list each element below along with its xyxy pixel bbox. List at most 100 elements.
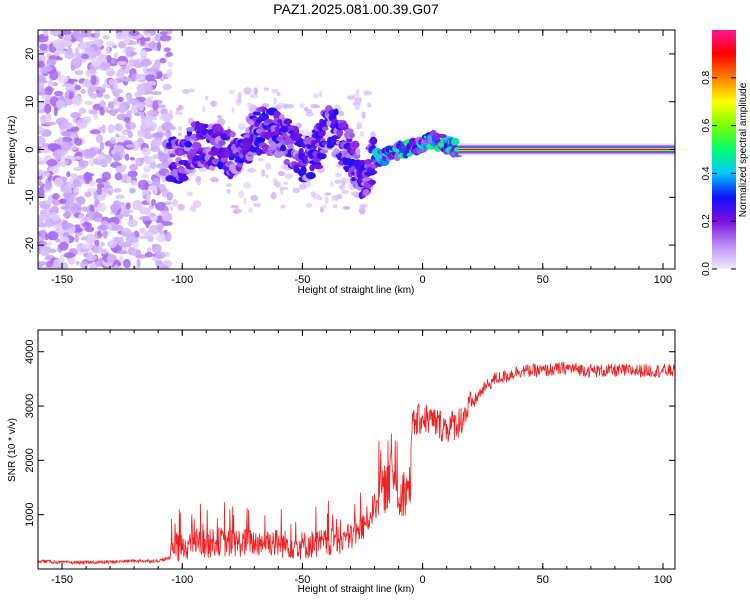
spectrogram-noise-blob — [114, 123, 124, 132]
spectrogram-noise-blob — [119, 150, 126, 159]
spectrogram-ylabel: Frequency (Hz) — [7, 116, 18, 185]
spectrogram-noise-blob — [188, 88, 195, 93]
spectrogram-noise-blob — [96, 202, 107, 212]
spectrogram-noise-blob — [126, 46, 132, 56]
spectrogram-ridge-blob — [300, 166, 307, 175]
spectrogram-noise-blob — [107, 187, 114, 192]
spectrogram-noise-blob — [38, 91, 47, 96]
spectrogram-noise-blob — [147, 235, 155, 243]
spectrogram-noise-blob — [155, 201, 167, 211]
snr-xlabel: Height of straight line (km) — [298, 584, 415, 595]
spectrogram-noise-blob — [68, 91, 74, 100]
spectrogram-noise-blob — [155, 234, 168, 243]
snr-xtick-label: 0 — [420, 574, 426, 586]
spectrogram-noise-blob — [127, 236, 139, 243]
spectrogram-ridge-blob — [362, 188, 370, 196]
spectrogram-noise-blob — [61, 83, 73, 88]
spectrogram-noise-blob — [78, 33, 87, 38]
colorbar: 0.0 0.2 0.4 0.6 0.8 Normalized spectral ampl… — [701, 30, 749, 276]
spectrogram-noise-blob — [71, 203, 82, 208]
spectrogram-noise-blob — [114, 172, 123, 181]
spectrogram-noise-blob — [284, 173, 293, 179]
spectrogram-ridge-blob — [283, 118, 293, 125]
spectrogram-noise-blob — [263, 87, 270, 91]
spectrogram-noise-blob — [146, 110, 155, 116]
spectrogram-xtick-label: -100 — [171, 274, 193, 286]
spectrogram-noise-blob — [205, 95, 209, 101]
spectrogram-noise-blob — [139, 49, 147, 59]
spectrogram-noise-blob — [152, 132, 164, 138]
spectrogram-noise-blob — [196, 180, 202, 186]
spectrogram-ridge-blob — [344, 165, 350, 173]
spectrogram-noise-blob — [335, 172, 342, 178]
snr-xtick-label: 100 — [654, 574, 672, 586]
spectrogram-noise-blob — [237, 123, 247, 131]
spectrogram-noise-blob — [163, 205, 168, 212]
spectrogram-noise-blob — [310, 103, 316, 109]
spectrogram-noise-blob — [44, 199, 53, 205]
spectrogram-noise-blob — [127, 170, 138, 178]
spectrogram-noise-blob — [66, 171, 71, 178]
spectrogram-noise-blob — [39, 246, 51, 257]
spectrogram-noise-blob — [72, 30, 81, 39]
spectrogram-noise-blob — [75, 227, 82, 233]
spectrogram-noise-blob — [167, 124, 176, 131]
spectrogram-noise-blob — [358, 206, 366, 215]
spectrogram-noise-blob — [159, 57, 167, 64]
spectrogram-marks — [38, 30, 675, 269]
spectrogram-noise-blob — [201, 105, 206, 113]
spectrogram-ridge-blob — [186, 127, 196, 132]
spectrogram-noise-blob — [102, 230, 108, 239]
spectrogram-noise-blob — [77, 196, 86, 205]
spectrogram-noise-blob — [151, 256, 158, 262]
spectrogram-noise-blob — [38, 53, 45, 59]
spectrogram-noise-blob — [231, 107, 235, 113]
spectrogram-xtick-label: 100 — [654, 274, 672, 286]
spectrogram-noise-blob — [359, 203, 368, 208]
spectrogram-xtick-label: -50 — [294, 274, 310, 286]
spectrogram-noise-blob — [50, 205, 60, 213]
spectrogram-noise-blob — [40, 66, 48, 74]
spectrogram-noise-blob — [186, 191, 194, 197]
spectrogram-noise-blob — [57, 75, 69, 84]
spectrogram-noise-blob — [89, 93, 98, 99]
spectrogram-noise-blob — [44, 171, 51, 177]
spectrogram-noise-blob — [285, 103, 295, 109]
spectrogram-noise-blob — [159, 31, 168, 36]
spectrogram-noise-blob — [98, 52, 106, 63]
spectrogram-noise-blob — [210, 178, 219, 183]
spectrogram-noise-blob — [129, 122, 136, 130]
spectrogram-noise-blob — [81, 222, 92, 228]
spectrogram-noise-blob — [111, 224, 124, 232]
spectrogram-noise-blob — [107, 123, 115, 134]
spectrogram-noise-blob — [90, 74, 97, 86]
spectrogram-noise-blob — [248, 102, 252, 108]
spectrogram-noise-blob — [145, 118, 152, 128]
spectrogram-noise-blob — [150, 91, 163, 96]
spectrogram-noise-blob — [341, 189, 349, 195]
spectrogram-noise-blob — [116, 250, 129, 255]
spectrogram-noise-blob — [118, 103, 127, 114]
spectrogram-noise-blob — [96, 155, 106, 160]
spectrogram-noise-blob — [261, 103, 270, 108]
spectrogram-noise-blob — [253, 87, 259, 95]
spectrogram-noise-blob — [53, 106, 58, 117]
spectrogram-noise-blob — [131, 180, 138, 187]
spectrogram-noise-blob — [318, 90, 323, 98]
spectrogram-noise-blob — [162, 83, 172, 91]
spectrogram-noise-blob — [148, 41, 156, 49]
spectrogram-noise-blob — [58, 241, 69, 251]
spectrogram-noise-blob — [116, 113, 126, 121]
spectrogram-noise-blob — [169, 110, 173, 114]
spectrogram-noise-blob — [84, 46, 95, 52]
spectrogram-noise-blob — [58, 261, 69, 269]
spectrogram-noise-blob — [105, 67, 116, 77]
spectrogram-noise-blob — [280, 204, 286, 209]
spectrogram-noise-blob — [113, 79, 119, 90]
spectrogram-noise-blob — [106, 54, 112, 62]
colorbar-tick-label: 0.8 — [701, 70, 712, 84]
spectrogram-noise-blob — [96, 86, 103, 91]
spectrogram-noise-blob — [99, 141, 105, 151]
colorbar-tick-label: 0.2 — [701, 214, 712, 228]
spectrogram-noise-blob — [155, 262, 165, 269]
